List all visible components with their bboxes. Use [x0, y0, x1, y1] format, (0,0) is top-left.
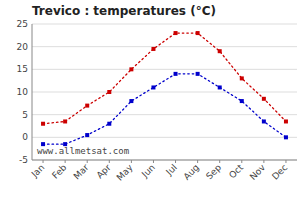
- y-tick-label: 5: [22, 110, 28, 120]
- marker: [85, 133, 89, 137]
- y-tick-label: 10: [17, 87, 29, 97]
- x-tick: [153, 160, 154, 163]
- marker: [196, 31, 200, 35]
- x-tick-label: Dec: [270, 162, 289, 181]
- y-tick-label: 15: [17, 64, 28, 74]
- y-axis: [32, 24, 33, 160]
- x-tick-label: Jul: [163, 162, 178, 177]
- grid-line: [32, 137, 297, 138]
- x-tick-label: Jan: [29, 162, 47, 180]
- x-tick: [241, 160, 242, 163]
- series-line: [43, 33, 286, 124]
- marker: [63, 119, 67, 123]
- y-tick-label: -5: [19, 155, 28, 165]
- marker: [218, 85, 222, 89]
- chart: Trevico : temperatures (°C) -5 0 5 10 15 20 25 J…: [0, 0, 305, 200]
- marker: [262, 119, 266, 123]
- y-tick-label: 0: [22, 132, 28, 142]
- grid-line: [32, 69, 297, 70]
- x-tick-label: Apr: [95, 162, 113, 180]
- marker: [174, 31, 178, 35]
- marker: [129, 99, 133, 103]
- x-tick-label: Nov: [248, 162, 268, 182]
- marker: [240, 76, 244, 80]
- y-tick-label: 20: [17, 42, 29, 52]
- x-tick: [219, 160, 220, 163]
- x-tick: [65, 160, 66, 163]
- x-tick: [43, 160, 44, 163]
- series-line: [43, 74, 286, 144]
- marker: [218, 49, 222, 53]
- marker: [262, 97, 266, 101]
- x-tick: [285, 160, 286, 163]
- x-tick: [197, 160, 198, 163]
- grid-line: [32, 160, 297, 161]
- x-tick-label: Sep: [204, 162, 223, 181]
- marker: [284, 119, 288, 123]
- marker: [151, 85, 155, 89]
- marker: [85, 104, 89, 108]
- x-tick-label: Mar: [72, 162, 91, 181]
- grid-line: [32, 24, 297, 25]
- marker: [151, 47, 155, 51]
- annotation: www.allmetsat.com: [37, 146, 129, 156]
- x-tick: [87, 160, 88, 163]
- y-tick-label: 25: [17, 19, 28, 29]
- x-axis: [32, 160, 297, 161]
- marker: [107, 90, 111, 94]
- x-tick: [263, 160, 264, 163]
- title: Trevico : temperatures (°C): [32, 4, 216, 18]
- marker: [107, 122, 111, 126]
- grid: [32, 24, 297, 160]
- x-tick: [175, 160, 176, 163]
- marker: [284, 135, 288, 139]
- plot-area: [41, 31, 288, 146]
- x-tick: [109, 160, 110, 163]
- marker: [174, 72, 178, 76]
- x-tick-label: Aug: [182, 162, 202, 182]
- x-tick-label: Feb: [50, 162, 69, 181]
- marker: [129, 67, 133, 71]
- marker: [41, 122, 45, 126]
- marker: [240, 99, 244, 103]
- x-tick-label: Oct: [227, 162, 245, 180]
- x-tick-label: May: [115, 162, 136, 183]
- marker: [196, 72, 200, 76]
- grid-line: [32, 46, 297, 47]
- x-tick-label: Jun: [139, 162, 157, 180]
- x-tick: [131, 160, 132, 163]
